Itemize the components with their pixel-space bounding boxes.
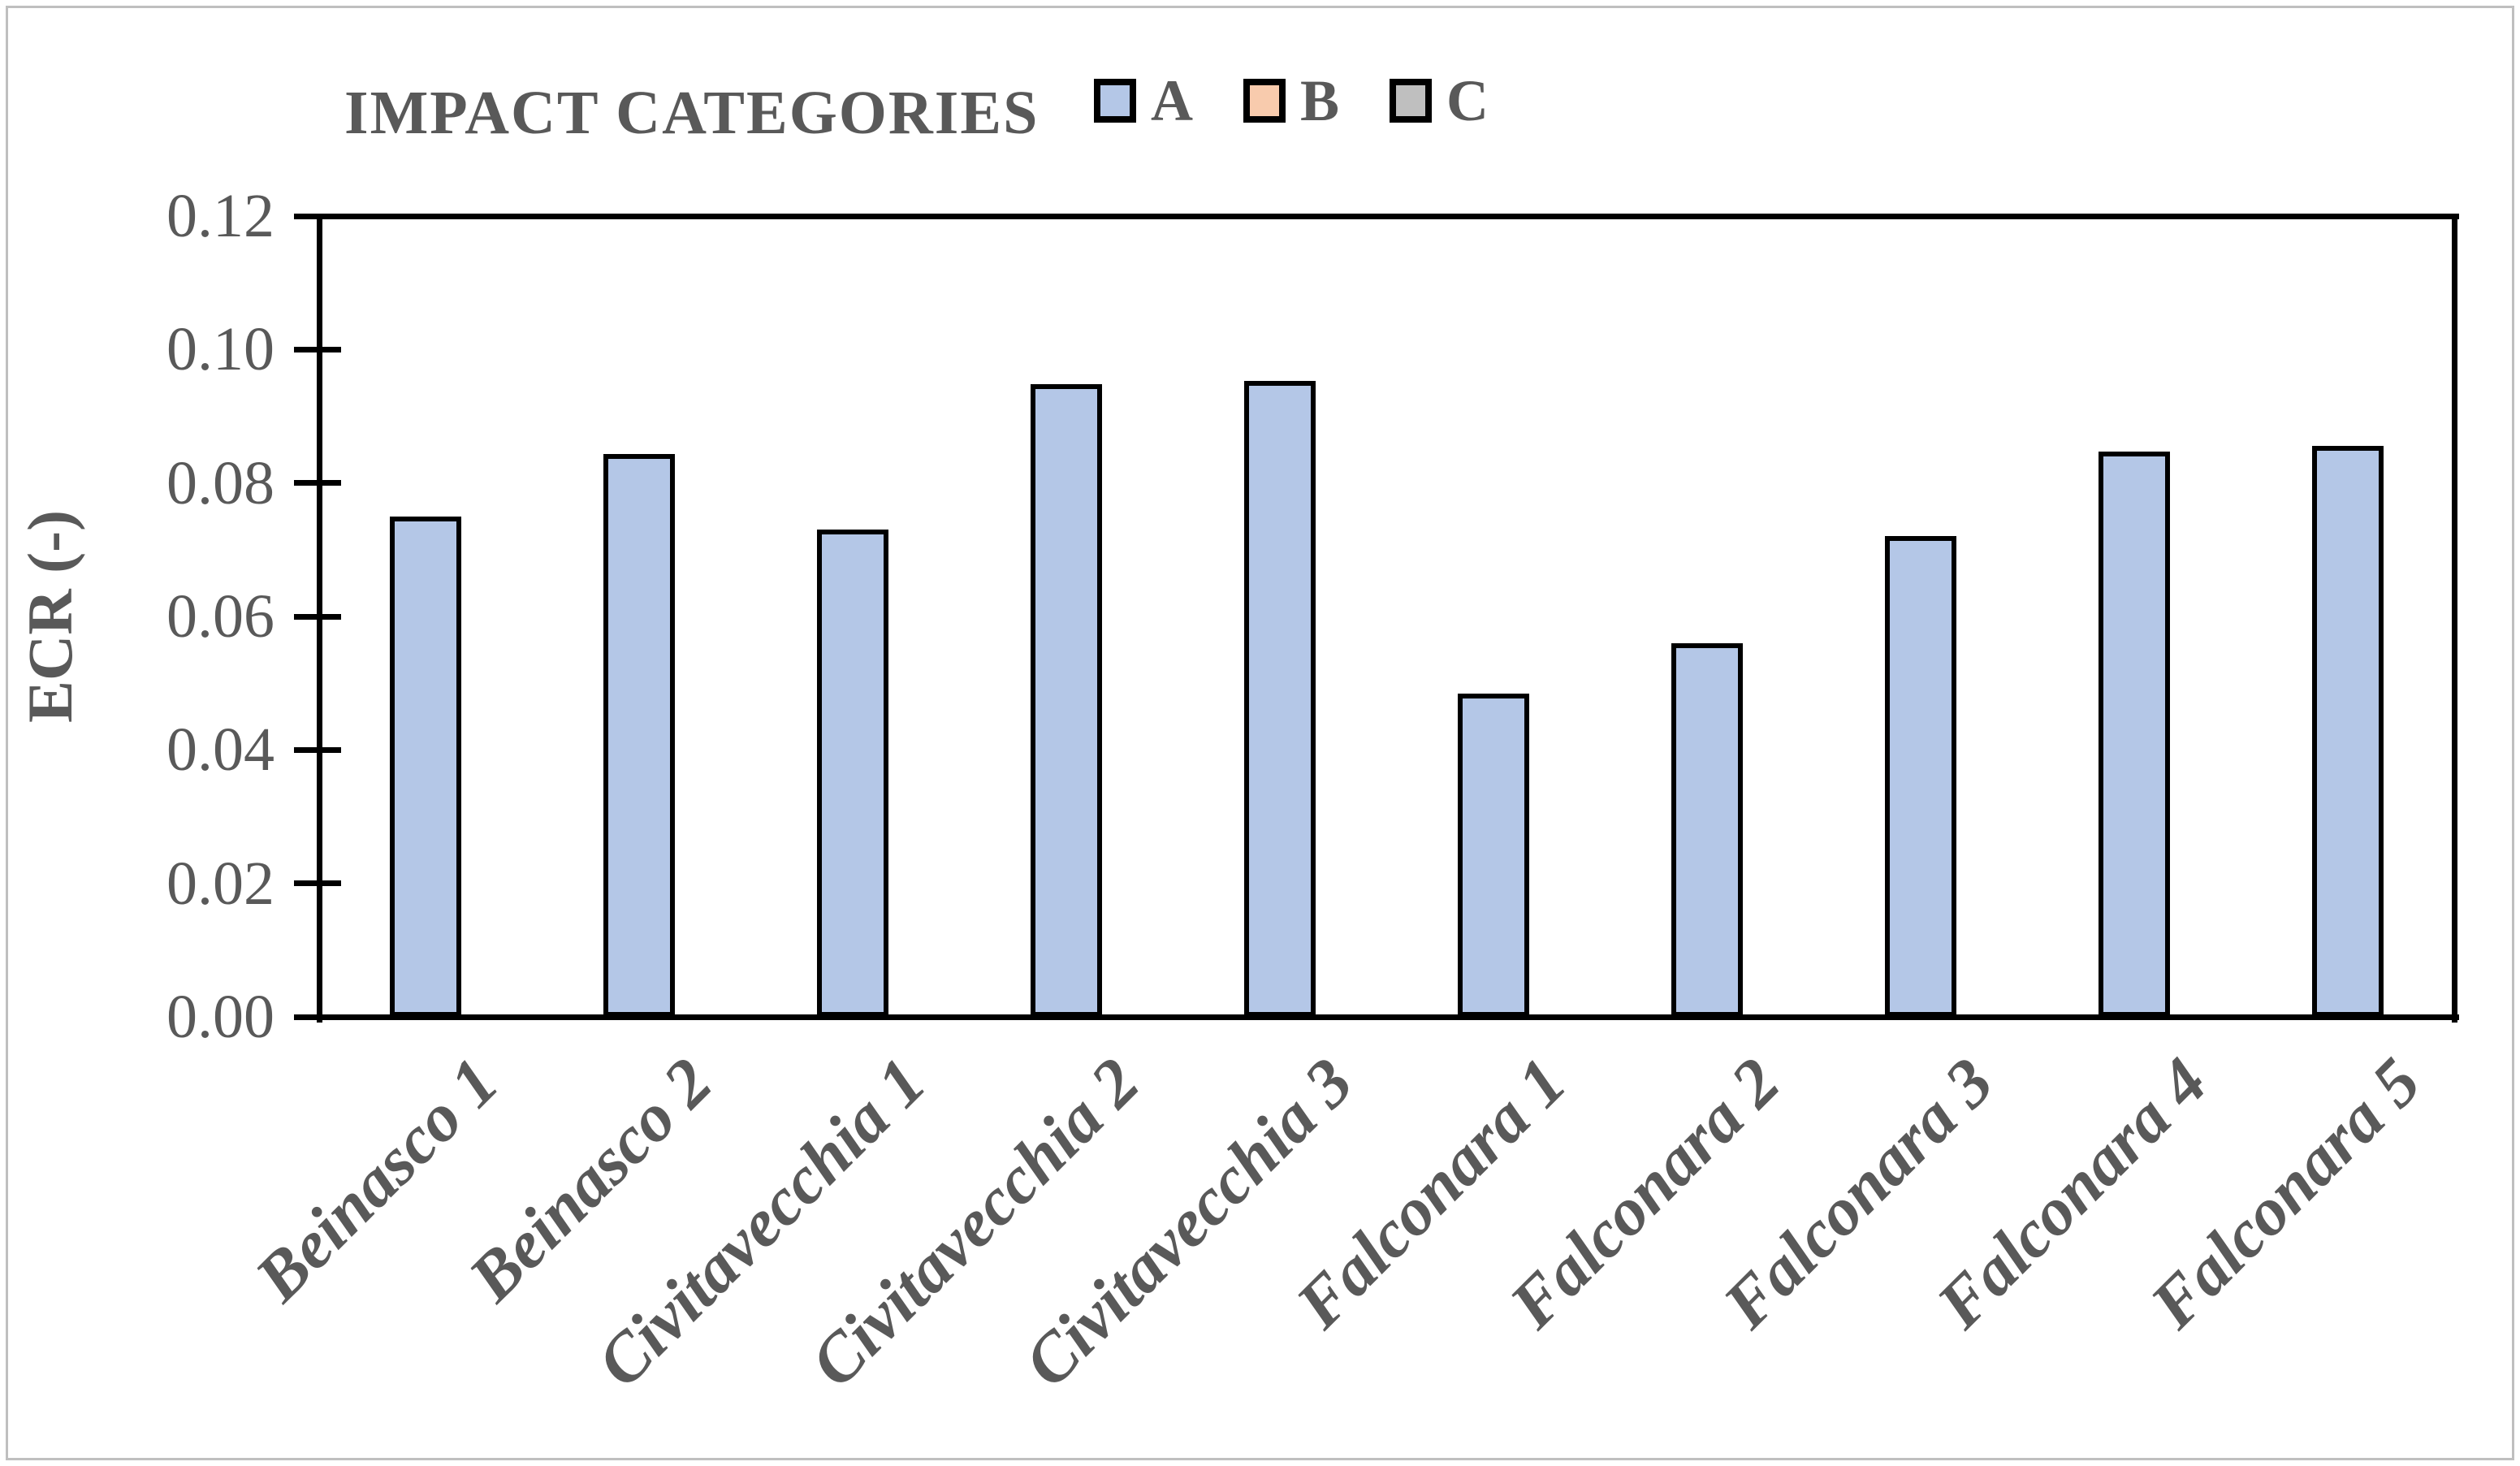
y-axis-tick <box>294 213 341 219</box>
legend-swatch-icon <box>1243 79 1286 123</box>
bar-falconara-2 <box>1671 642 1743 1017</box>
y-tick-label: 0.12 <box>166 182 274 250</box>
bar-falconara-1 <box>1457 694 1529 1017</box>
legend-item-A: A <box>1094 68 1193 133</box>
bar-falconara-4 <box>2098 452 2170 1017</box>
legend: A B C <box>1094 68 1489 133</box>
y-axis-tick <box>294 480 341 487</box>
bar-falconara-5 <box>2311 446 2384 1017</box>
y-tick-label: 0.00 <box>166 983 274 1051</box>
y-tick-label: 0.02 <box>166 849 274 918</box>
y-tick-label: 0.04 <box>166 716 274 785</box>
legend-label: B <box>1300 68 1340 133</box>
plot-area <box>319 216 2454 1017</box>
y-tick-label: 0.08 <box>166 448 274 517</box>
bar-falconara-3 <box>1884 536 1956 1017</box>
y-axis-tick <box>294 1014 341 1020</box>
y-tick-label: 0.10 <box>166 315 274 384</box>
legend-swatch-icon <box>1094 79 1136 123</box>
bar-beinasco-2 <box>603 454 676 1017</box>
y-axis-tick <box>294 346 341 352</box>
legend-item-B: B <box>1243 68 1340 133</box>
y-axis-tick <box>294 746 341 753</box>
legend-label: A <box>1151 68 1193 133</box>
bar-beinasco-1 <box>390 516 462 1017</box>
bar-civitavecchia-2 <box>1031 384 1103 1017</box>
legend-swatch-icon <box>1390 79 1433 123</box>
y-tick-label: 0.06 <box>166 582 274 651</box>
x-axis-line <box>294 1014 2459 1020</box>
legend-label: C <box>1446 68 1489 133</box>
y-axis-title: ECR (-) <box>15 509 85 724</box>
bar-civitavecchia-3 <box>1244 380 1316 1017</box>
y-axis-tick <box>294 613 341 620</box>
bar-civitavecchia-1 <box>817 530 889 1017</box>
chart-title: IMPACT CATEGORIES <box>344 79 1040 147</box>
y-axis-tick <box>294 880 341 887</box>
plot-frame-top <box>294 214 2459 219</box>
legend-item-C: C <box>1390 68 1489 133</box>
plot-frame-right <box>2452 214 2457 1023</box>
